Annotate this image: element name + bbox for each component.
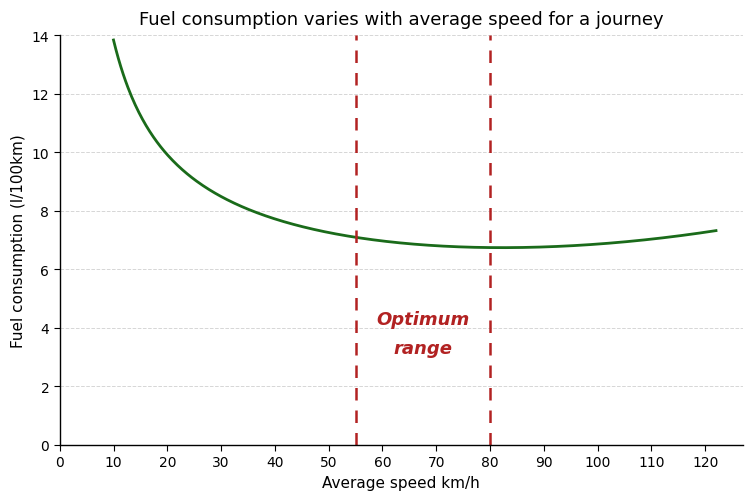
Y-axis label: Fuel consumption (l/100km): Fuel consumption (l/100km)	[11, 134, 26, 347]
Text: Optimum: Optimum	[376, 311, 470, 329]
X-axis label: Average speed km/h: Average speed km/h	[323, 475, 480, 490]
Title: Fuel consumption varies with average speed for a journey: Fuel consumption varies with average spe…	[139, 11, 664, 29]
Text: range: range	[394, 340, 452, 358]
